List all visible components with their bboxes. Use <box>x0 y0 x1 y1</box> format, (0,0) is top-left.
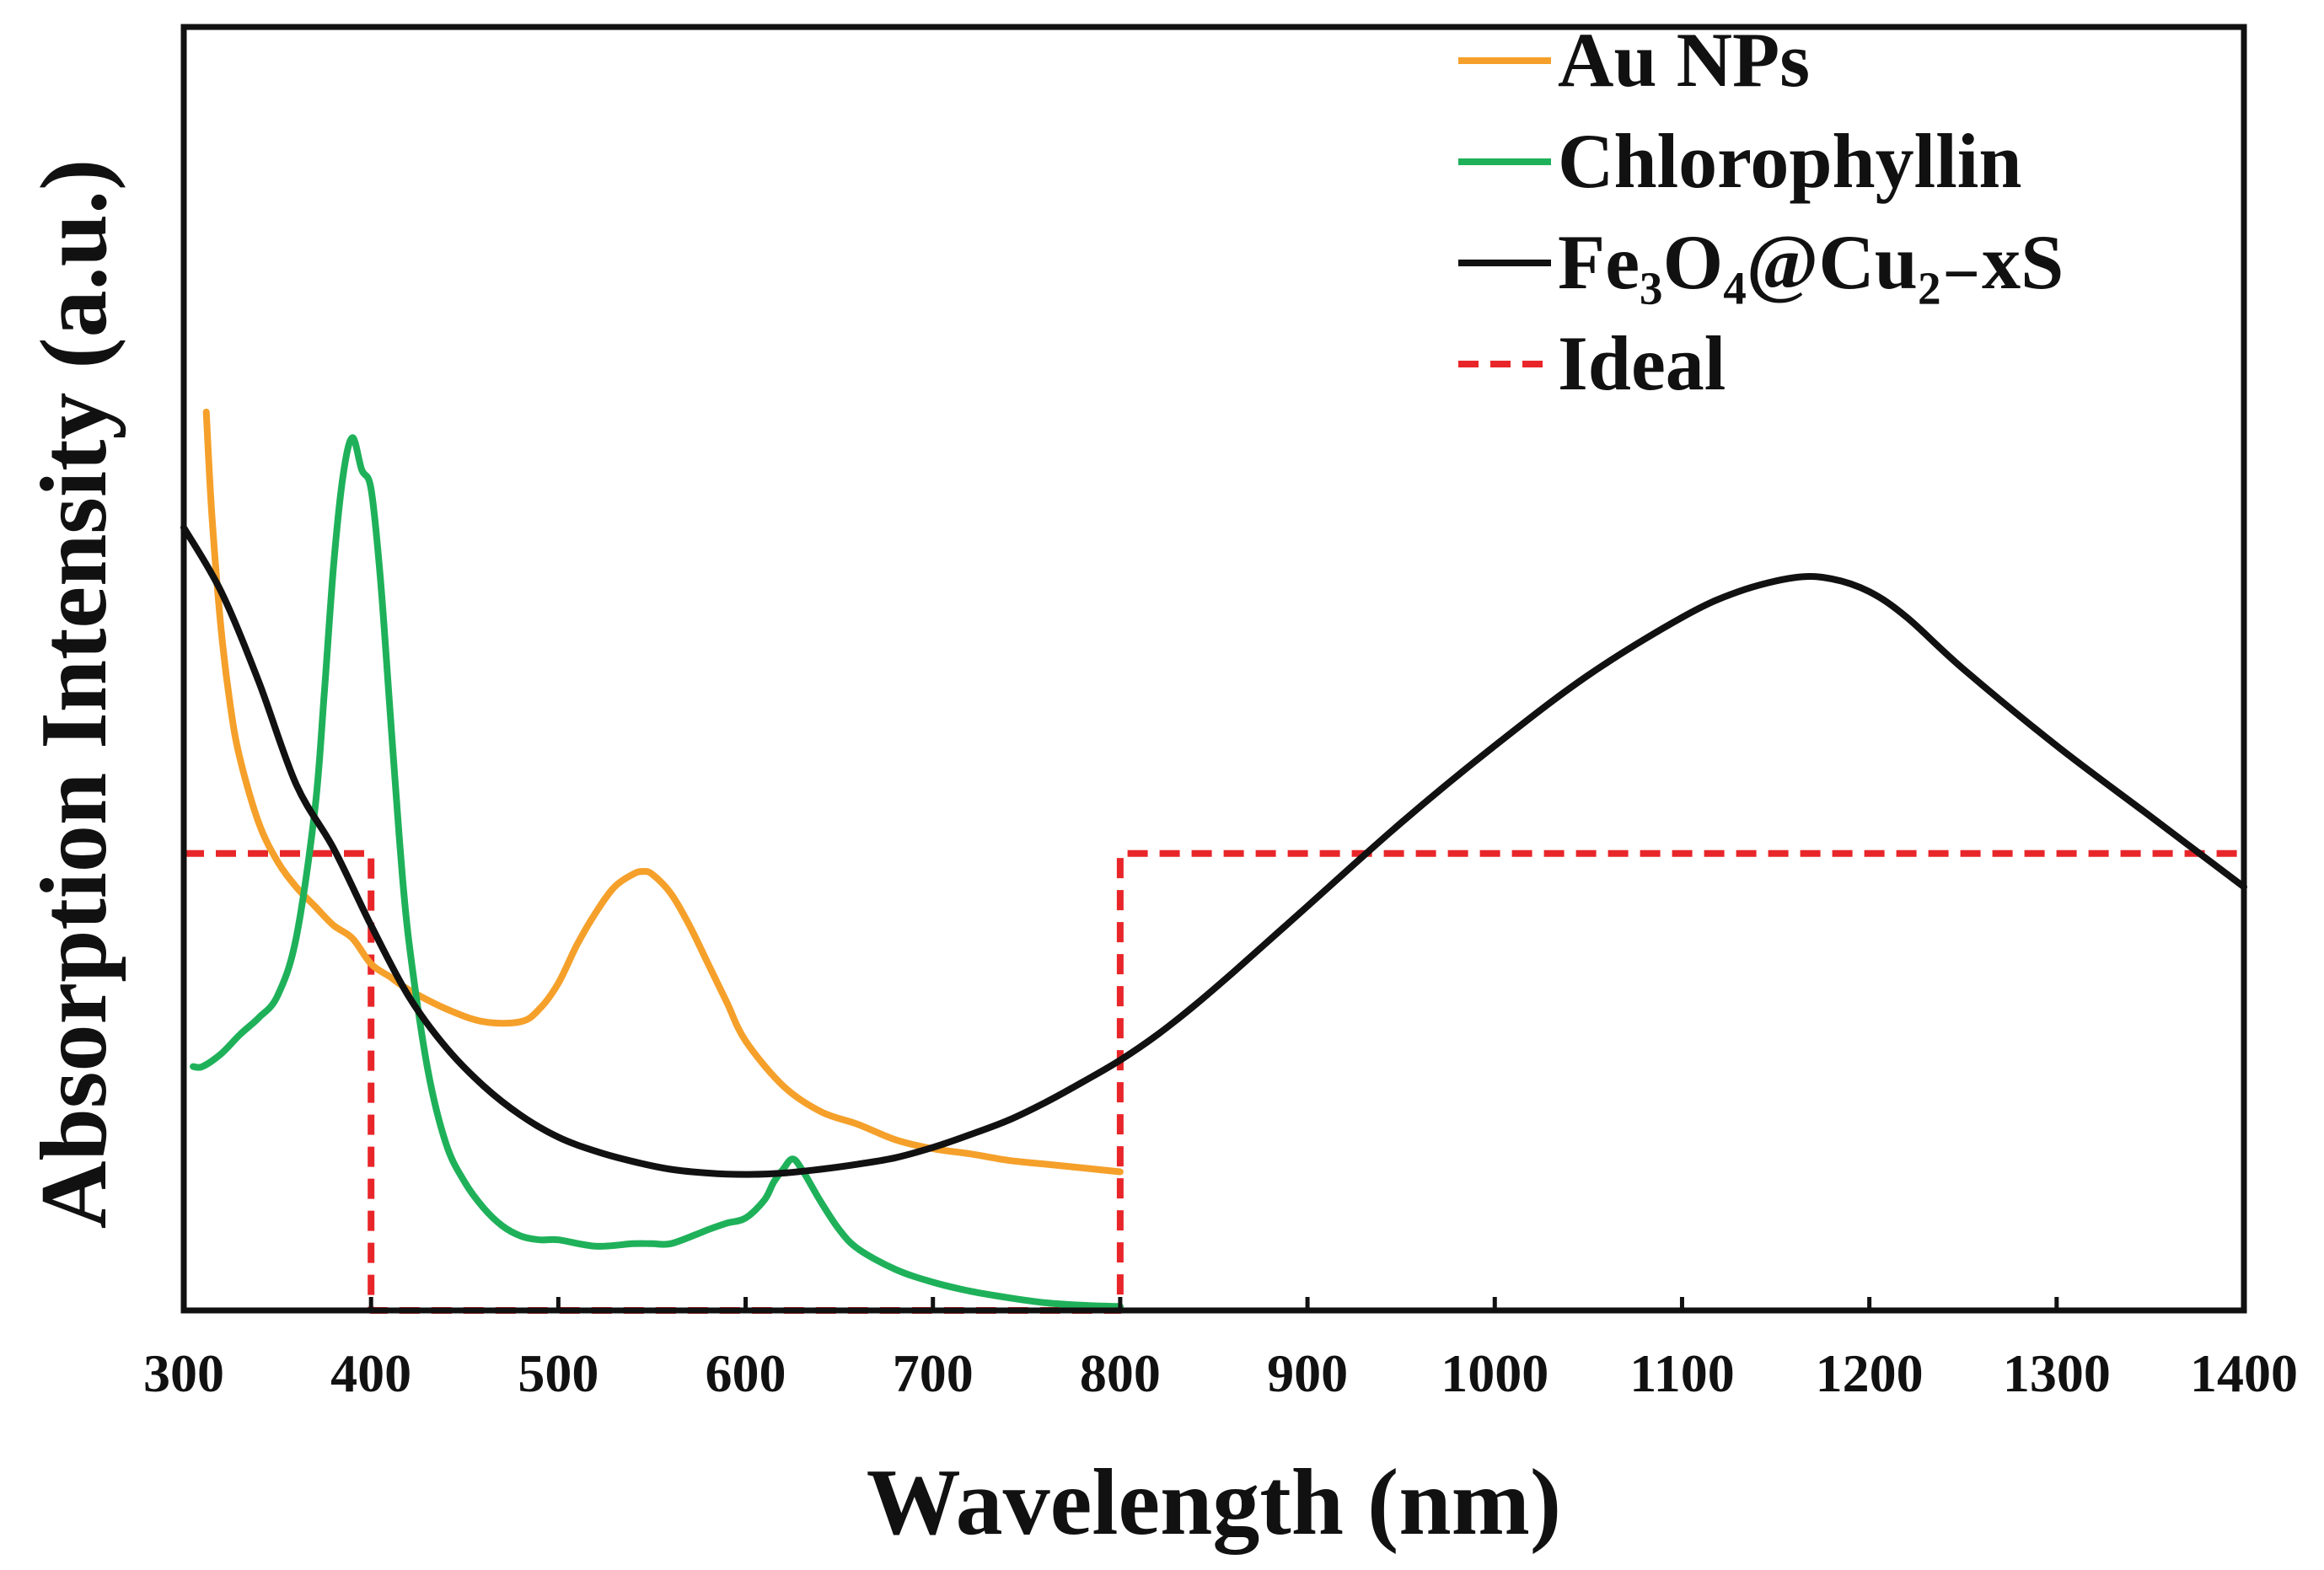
x-tick-label: 1100 <box>1629 1343 1734 1403</box>
legend-label: Chlorophyllin <box>1558 118 2022 204</box>
x-tick-label: 1300 <box>2003 1343 2111 1403</box>
x-tick-label: 700 <box>893 1343 974 1403</box>
x-axis-title: Wavelength (nm) <box>867 1450 1561 1555</box>
x-tick-label: 1200 <box>1816 1343 1924 1403</box>
y-axis-title: Absorption Intensity (a.u.) <box>22 159 126 1230</box>
x-tick-label: 300 <box>143 1343 224 1403</box>
x-tick-label: 1000 <box>1441 1343 1548 1403</box>
legend-label: Ideal <box>1558 320 1726 406</box>
plot-frame <box>180 24 2247 1314</box>
x-tick-label: 400 <box>330 1343 411 1403</box>
series-line-fe-o-cu-xs <box>180 524 2247 1178</box>
x-tick-label: 500 <box>518 1343 598 1403</box>
x-ticks: 300 400 500 600 700 800 900 1000 1100 1200 1300 140… <box>143 1297 2298 1403</box>
legend: Au NPs Chlorophyllin Fe₃O₄@Cu₂₋xS Ideal <box>1458 17 2064 406</box>
series-line-ideal <box>184 849 2244 1314</box>
x-tick-label: 800 <box>1080 1343 1161 1403</box>
x-tick-label: 1400 <box>2190 1343 2298 1403</box>
series-line-au-nps <box>202 408 1124 1176</box>
series-line-chlorophyllin <box>190 434 1124 1310</box>
x-tick-label: 600 <box>706 1343 786 1403</box>
legend-label: Au NPs <box>1558 17 1810 103</box>
series-layer <box>180 408 2247 1314</box>
legend-label: Fe₃O₄@Cu₂₋xS <box>1558 219 2064 305</box>
x-tick-label: 900 <box>1267 1343 1348 1403</box>
